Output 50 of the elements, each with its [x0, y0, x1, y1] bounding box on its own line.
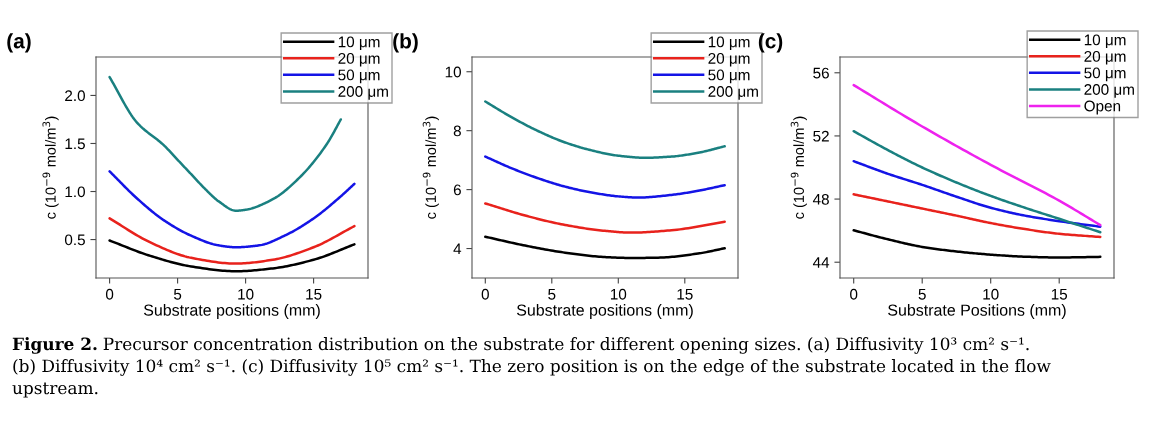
x-tick-label: 5 [173, 288, 182, 300]
legend-label: 20 μm [708, 52, 750, 67]
x-axis-title: Substrate positions (mm) [143, 304, 320, 319]
legend-label: 200 μm [338, 86, 388, 100]
y-axis-title: c (10$^{−9}$ mol/m$^{3}$) [790, 116, 807, 219]
x-tick-label: 15 [306, 288, 322, 300]
x-tick-label: 5 [548, 288, 556, 300]
legend-label: 50 μm [708, 69, 750, 84]
x-axis-title: Substrate positions (mm) [516, 304, 693, 319]
y-tick-label: 44 [812, 257, 830, 268]
y-tick-label: 6 [453, 184, 461, 196]
y-tick-label: 1.5 [65, 138, 85, 150]
y-tick-label: 10 [445, 66, 461, 78]
legend-label: 10 μm [708, 36, 750, 51]
y-tick-label: 8 [453, 125, 461, 137]
text: (b) Diffusivity 10⁴ cm² s⁻¹. (c) Diffusivity 10⁵ cm² s⁻¹. The zero position is on the edge of the substrate located in the flow [13, 359, 1051, 376]
y-tick-label: 1.0 [65, 186, 85, 198]
x-tick-label: 10 [983, 288, 999, 300]
legend-label: 20 μm [1084, 50, 1126, 65]
legend-label: 10 μm [338, 36, 380, 51]
y-tick-label: 48 [812, 193, 829, 205]
legend-label: Open [1084, 100, 1121, 115]
y-axis-title: c (10$^{−9}$ mol/m$^{3}$) [42, 116, 59, 219]
x-tick-label: 10 [610, 288, 627, 300]
x-tick-label: 5 [918, 288, 926, 300]
x-tick-label: 0 [850, 288, 858, 300]
x-tick-label: 15 [677, 288, 693, 300]
legend-label: 200 μm [1084, 84, 1134, 98]
legend-label: 200 μm [708, 86, 758, 100]
legend-label: 20 μm [338, 52, 380, 67]
x-tick-label: 10 [238, 288, 254, 300]
legend-label: 50 μm [338, 69, 380, 84]
legend-label: 50 μm [1084, 67, 1126, 82]
text: upstream. [12, 382, 98, 398]
x-axis-title: Substrate Positions (mm) [888, 304, 1066, 319]
x-tick-label: 15 [1051, 288, 1068, 300]
legend-label: 10 μm [1084, 34, 1126, 49]
y-tick-label: 56 [813, 67, 829, 79]
x-tick-label: 0 [105, 288, 114, 300]
y-tick-label: 2.0 [65, 90, 85, 102]
x-tick-label: 0 [481, 288, 489, 300]
text: Precursor concentration distribution on the substrate for different opening sizes. (a) Diffusivity 10³ cm² s⁻¹. [103, 337, 1029, 354]
caption: Figure 2. [12, 337, 97, 354]
chart-title: (c) [758, 33, 783, 53]
y-tick-label: 0.5 [64, 234, 85, 246]
y-tick-label: 4 [453, 243, 462, 255]
y-tick-label: 52 [813, 130, 829, 142]
chart-title: (a) [7, 33, 31, 53]
y-axis-title: c (10$^{−9}$ mol/m$^{3}$) [422, 116, 439, 219]
chart-title: (b) [393, 33, 418, 53]
